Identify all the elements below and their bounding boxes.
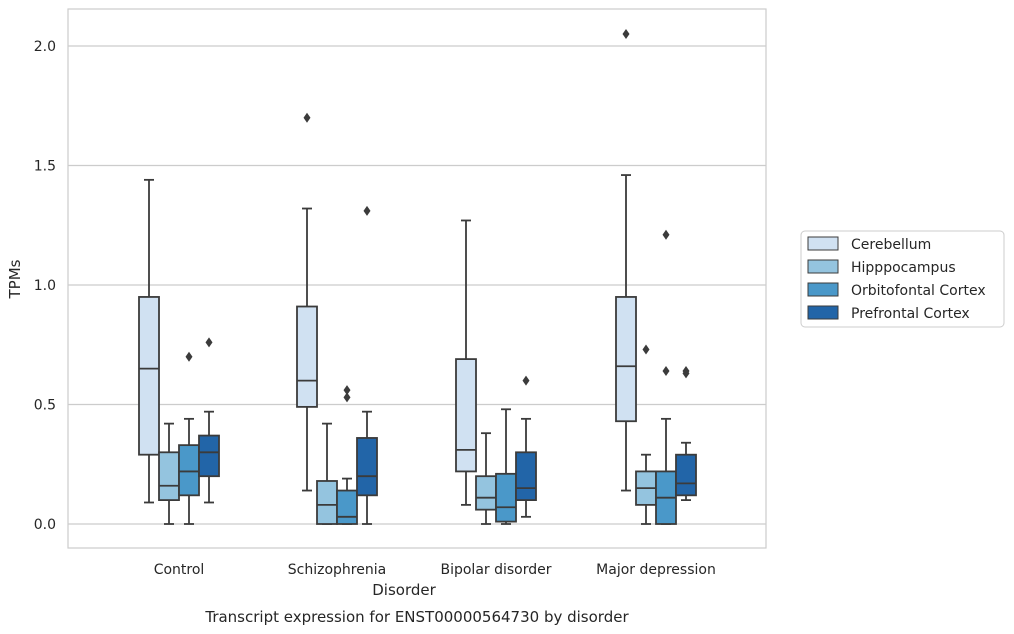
legend-swatch (807, 236, 839, 251)
x-tick-label: Major depression (596, 562, 716, 578)
box-iqr (336, 489, 358, 525)
outlier-point (642, 344, 650, 355)
outlier-point (343, 385, 351, 396)
x-tick-labels: Control Schizophrenia Bipolar disorder Majo… (154, 562, 716, 578)
box-iqr (495, 472, 517, 523)
y-tick-label: 1.0 (34, 278, 56, 294)
y-axis-label: TPMs (6, 259, 24, 299)
legend-swatch (807, 282, 839, 297)
outlier-point (522, 375, 530, 386)
outlier-point (185, 351, 193, 362)
legend-items: Cerebellum Hipppocampus Orbitofontal Corte… (807, 236, 986, 322)
x-tick-label: Schizophrenia (288, 562, 386, 578)
x-tick-label: Bipolar disorder (440, 562, 551, 578)
y-tick-label: 0.5 (34, 398, 56, 414)
box-orbitofontal-cortex-major-depression (655, 229, 677, 525)
box-cerebellum-schizophrenia (296, 112, 318, 492)
x-axis-label: Disorder (372, 581, 436, 599)
legend-item-prefrontal-cortex: Prefrontal Cortex (807, 305, 970, 322)
legend-label: Hipppocampus (851, 260, 956, 276)
box-cerebellum-bipolar-disorder (455, 219, 477, 506)
legend-item-orbitofontal-cortex: Orbitofontal Cortex (807, 282, 986, 299)
box-orbitofontal-cortex-control (178, 351, 200, 525)
box-iqr (615, 296, 637, 423)
outlier-point (363, 205, 371, 216)
legend: Cerebellum Hipppocampus Orbitofontal Corte… (800, 230, 1005, 328)
outlier-point (662, 366, 670, 377)
box-prefrontal-cortex-bipolar-disorder (515, 375, 537, 518)
box-iqr (138, 296, 160, 456)
legend-frame (800, 230, 1005, 328)
box-series-group (138, 29, 697, 525)
box-hipppocampus-bipolar-disorder (475, 432, 497, 525)
legend-label: Orbitofontal Cortex (851, 283, 986, 299)
outlier-point (682, 366, 690, 377)
legend-label: Prefrontal Cortex (851, 306, 970, 322)
box-prefrontal-cortex-major-depression (675, 366, 697, 502)
outlier-point (205, 337, 213, 348)
y-tick-label: 2.0 (34, 39, 56, 55)
legend-swatch (807, 259, 839, 274)
chart-caption: Transcript expression for ENST0000056473… (204, 608, 629, 626)
x-tick-label: Control (154, 562, 205, 578)
legend-item-cerebellum: Cerebellum (807, 236, 931, 253)
box-prefrontal-cortex-schizophrenia (356, 205, 378, 525)
y-tick-label: 0.0 (34, 517, 56, 533)
box-iqr (475, 475, 497, 511)
box-orbitofontal-cortex-schizophrenia (336, 385, 358, 525)
box-iqr (178, 444, 200, 497)
box-iqr (455, 358, 477, 473)
y-tick-label: 1.5 (34, 159, 56, 175)
outlier-point (622, 29, 630, 40)
box-iqr (356, 437, 378, 497)
legend-swatch (807, 305, 839, 320)
box-prefrontal-cortex-control (198, 337, 220, 504)
plot-area-frame (67, 8, 767, 549)
box-iqr (296, 305, 318, 408)
box-orbitofontal-cortex-bipolar-disorder (495, 408, 517, 525)
legend-item-hipppocampus: Hipppocampus (807, 259, 956, 276)
box-iqr (675, 453, 697, 497)
outlier-point (303, 112, 311, 123)
outlier-point (343, 392, 351, 403)
box-iqr (158, 451, 180, 501)
box-iqr (316, 480, 338, 525)
legend-label: Cerebellum (851, 237, 931, 253)
box-cerebellum-major-depression (615, 29, 637, 492)
box-iqr (515, 451, 537, 501)
box-iqr (198, 434, 220, 478)
outlier-point (662, 229, 670, 240)
box-cerebellum-control (138, 178, 160, 504)
y-tick-labels: 0.0 0.5 1.0 1.5 2.0 (34, 39, 56, 533)
